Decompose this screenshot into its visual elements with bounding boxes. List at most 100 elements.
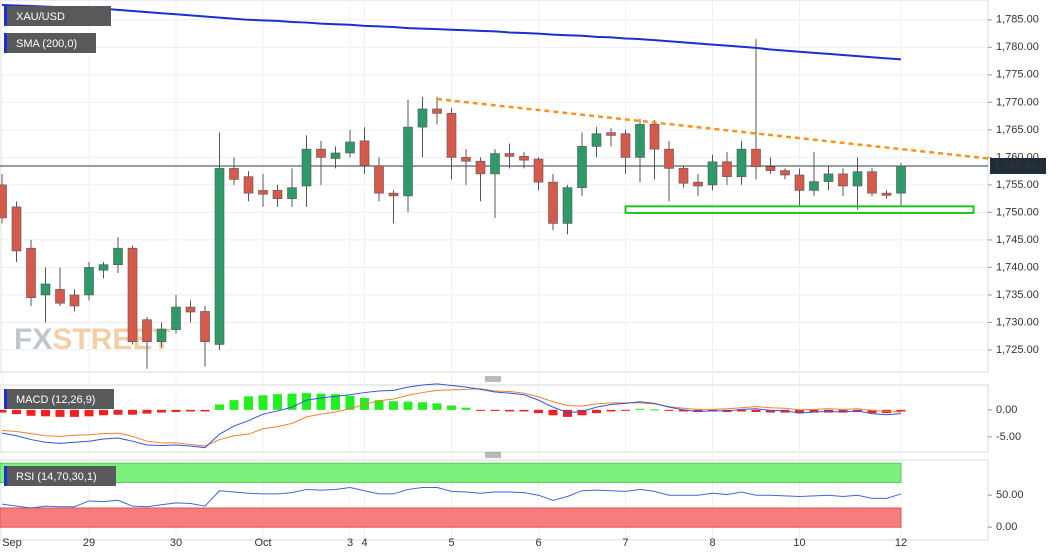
candle-body bbox=[591, 133, 602, 147]
legend-box bbox=[4, 466, 116, 486]
y-tick-label: 1,785.00 bbox=[996, 14, 1039, 26]
macd-histogram-bar bbox=[374, 400, 384, 410]
macd-histogram-bar bbox=[577, 409, 587, 416]
y-tick-label: 1,770.00 bbox=[996, 96, 1039, 108]
candle-body bbox=[55, 289, 65, 304]
macd-histogram-bar bbox=[679, 409, 688, 412]
candle-body bbox=[867, 171, 877, 194]
y-tick-label: -5.00 bbox=[996, 431, 1021, 443]
macd-histogram-bar bbox=[12, 409, 21, 415]
macd-line bbox=[1, 383, 902, 449]
candle-body bbox=[504, 153, 515, 157]
price-tag-label: 1,758.44 bbox=[994, 160, 1038, 172]
macd-histogram-bar bbox=[563, 409, 572, 417]
x-tick-label: 10 bbox=[793, 537, 805, 549]
macd-histogram-bar bbox=[592, 409, 601, 414]
legend-box bbox=[4, 389, 114, 409]
candle-body bbox=[330, 152, 341, 159]
macd-histogram-bar bbox=[432, 403, 442, 410]
y-tick-label: 1,735.00 bbox=[996, 289, 1039, 301]
panel-label: RSI (14,70,30,1) bbox=[16, 471, 97, 483]
candle-body bbox=[533, 158, 544, 183]
macd-histogram-bar bbox=[0, 409, 7, 413]
candle-body bbox=[272, 190, 283, 199]
candle-body bbox=[345, 141, 355, 154]
y-tick-label: 1,725.00 bbox=[996, 344, 1039, 356]
candle-body bbox=[200, 311, 210, 343]
plot-layer: 1,725.00 1,730.00 1,735.00 1,740.00 1,745.00… bbox=[0, 0, 1046, 549]
candle-body bbox=[69, 294, 80, 307]
macd-histogram-bar bbox=[766, 409, 775, 413]
candle-body bbox=[301, 148, 312, 187]
macd-histogram-bar bbox=[418, 402, 427, 410]
macd-panel bbox=[0, 384, 989, 453]
macd-histogram-bar bbox=[447, 405, 456, 410]
macd-histogram-bar bbox=[258, 395, 268, 410]
candle-body bbox=[751, 148, 761, 168]
macd-histogram-bar bbox=[157, 409, 166, 413]
panel-grip[interactable] bbox=[485, 376, 501, 382]
legend-swatch bbox=[4, 466, 7, 486]
x-tick-label: 4 bbox=[361, 537, 367, 549]
macd-histogram-bar bbox=[128, 409, 137, 415]
candle-body bbox=[287, 187, 297, 199]
macd-histogram-bar bbox=[809, 409, 819, 413]
overbought-band bbox=[0, 462, 902, 483]
legend: XAU/USD SMA (200,0) MACD (12,26,9) RSI (… bbox=[4, 6, 116, 486]
macd-histogram-bar bbox=[99, 409, 108, 416]
candle-body bbox=[809, 181, 819, 191]
macd-histogram-bar bbox=[316, 393, 326, 410]
candle-body bbox=[98, 264, 109, 271]
macd-histogram-bar bbox=[621, 409, 630, 411]
panel-grip[interactable] bbox=[485, 452, 501, 458]
candle-body bbox=[519, 155, 529, 161]
x-tick-label: Sep bbox=[2, 537, 22, 549]
candle-body bbox=[620, 133, 631, 158]
candle-body bbox=[562, 187, 573, 224]
legend-swatch bbox=[4, 6, 7, 26]
macd-histogram-bar bbox=[142, 409, 152, 414]
x-tick-label: 7 bbox=[622, 537, 628, 549]
legend-box bbox=[4, 33, 96, 53]
trendline bbox=[436, 97, 989, 160]
candle-body bbox=[374, 165, 384, 194]
candle-body bbox=[823, 173, 834, 182]
panel-label: MACD (12,26,9) bbox=[16, 394, 95, 406]
y-tick-label: 1,730.00 bbox=[996, 316, 1039, 328]
legend-swatch bbox=[4, 33, 7, 53]
y-tick-label: 0.00 bbox=[996, 521, 1017, 533]
candle-body bbox=[417, 108, 428, 128]
y-tick-label: 1,755.00 bbox=[996, 179, 1039, 191]
candle-body bbox=[127, 247, 138, 343]
candle-body bbox=[852, 171, 863, 187]
macd-histogram-bar bbox=[229, 400, 239, 410]
macd-histogram-bar bbox=[751, 409, 761, 413]
candle-body bbox=[142, 319, 152, 343]
macd-histogram-bar bbox=[534, 409, 543, 414]
macd-histogram-bar bbox=[215, 404, 224, 410]
macd-histogram-bar bbox=[171, 409, 181, 413]
candle-body bbox=[678, 168, 689, 184]
candle-body bbox=[26, 247, 36, 299]
rsi-line bbox=[1, 487, 902, 509]
macd-histogram-bar bbox=[360, 397, 369, 410]
macd-histogram-bar bbox=[635, 408, 645, 410]
candle-body bbox=[243, 176, 254, 194]
macd-histogram-bar bbox=[693, 409, 703, 413]
signal-line bbox=[1, 388, 902, 447]
candle-body bbox=[11, 206, 22, 252]
candle-body bbox=[693, 181, 703, 187]
macd-histogram-bar bbox=[200, 409, 210, 412]
candle-body bbox=[736, 148, 747, 177]
candle-body bbox=[446, 113, 457, 158]
candle-body bbox=[548, 181, 558, 224]
macd-histogram-bar bbox=[244, 396, 253, 410]
y-tick-label: 1,740.00 bbox=[996, 261, 1039, 273]
macd-histogram-bar bbox=[461, 407, 471, 410]
macd-histogram-bar bbox=[548, 409, 558, 416]
macd-histogram-bar bbox=[26, 409, 36, 416]
watermark-part: STREET bbox=[52, 323, 170, 356]
price-tag bbox=[990, 157, 1046, 174]
candle-body bbox=[577, 146, 587, 188]
